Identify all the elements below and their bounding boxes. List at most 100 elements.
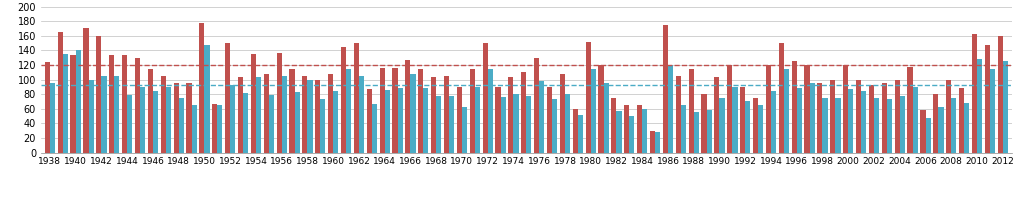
- Bar: [624, 105, 630, 153]
- Bar: [572, 109, 577, 153]
- Bar: [174, 83, 179, 153]
- Bar: [848, 89, 853, 153]
- Bar: [250, 54, 256, 153]
- Bar: [354, 43, 359, 153]
- Bar: [333, 90, 338, 153]
- Bar: [972, 34, 977, 153]
- Bar: [127, 95, 132, 153]
- Bar: [230, 85, 235, 153]
- Bar: [547, 87, 552, 153]
- Bar: [642, 109, 647, 153]
- Bar: [792, 61, 797, 153]
- Bar: [84, 28, 89, 153]
- Bar: [728, 65, 733, 153]
- Bar: [535, 58, 540, 153]
- Bar: [303, 76, 308, 153]
- Bar: [650, 131, 655, 153]
- Bar: [372, 104, 377, 153]
- Bar: [89, 80, 94, 153]
- Bar: [308, 80, 313, 153]
- Bar: [706, 110, 711, 153]
- Bar: [282, 76, 287, 153]
- Bar: [701, 94, 706, 153]
- Bar: [406, 60, 411, 153]
- Bar: [714, 77, 719, 153]
- Bar: [926, 118, 931, 153]
- Bar: [346, 69, 352, 153]
- Bar: [109, 55, 114, 153]
- Bar: [186, 83, 191, 153]
- Bar: [740, 87, 745, 153]
- Bar: [565, 94, 570, 153]
- Bar: [758, 105, 763, 153]
- Bar: [668, 65, 673, 153]
- Bar: [964, 103, 969, 153]
- Bar: [62, 54, 67, 153]
- Bar: [359, 76, 364, 153]
- Bar: [882, 83, 887, 153]
- Bar: [256, 77, 261, 153]
- Bar: [637, 105, 642, 153]
- Bar: [436, 96, 442, 153]
- Bar: [392, 68, 398, 153]
- Bar: [591, 69, 596, 153]
- Bar: [611, 98, 616, 153]
- Bar: [431, 77, 436, 153]
- Bar: [521, 72, 526, 153]
- Bar: [71, 55, 76, 153]
- Bar: [599, 65, 604, 153]
- Bar: [765, 65, 771, 153]
- Bar: [887, 99, 892, 153]
- Bar: [76, 50, 81, 153]
- Bar: [315, 80, 320, 153]
- Bar: [96, 36, 101, 153]
- Bar: [444, 76, 449, 153]
- Bar: [655, 132, 660, 153]
- Bar: [199, 23, 204, 153]
- Bar: [482, 43, 487, 153]
- Bar: [874, 98, 879, 153]
- Bar: [830, 80, 835, 153]
- Bar: [913, 87, 918, 153]
- Bar: [616, 111, 621, 153]
- Bar: [379, 68, 384, 153]
- Bar: [140, 87, 145, 153]
- Bar: [577, 115, 583, 153]
- Bar: [899, 96, 904, 153]
- Bar: [513, 94, 518, 153]
- Bar: [946, 80, 951, 153]
- Bar: [320, 99, 325, 153]
- Bar: [166, 87, 171, 153]
- Bar: [1003, 61, 1008, 153]
- Bar: [264, 75, 269, 153]
- Bar: [384, 90, 389, 153]
- Bar: [50, 83, 55, 153]
- Bar: [487, 69, 493, 153]
- Bar: [586, 42, 591, 153]
- Bar: [449, 96, 454, 153]
- Bar: [135, 58, 140, 153]
- Bar: [784, 69, 789, 153]
- Bar: [604, 83, 609, 153]
- Bar: [45, 62, 50, 153]
- Bar: [367, 89, 372, 153]
- Bar: [856, 80, 862, 153]
- Bar: [823, 98, 828, 153]
- Bar: [977, 59, 982, 153]
- Bar: [843, 65, 848, 153]
- Bar: [694, 112, 699, 153]
- Bar: [341, 47, 346, 153]
- Bar: [921, 110, 926, 153]
- Bar: [496, 87, 501, 153]
- Bar: [148, 69, 153, 153]
- Bar: [997, 36, 1003, 153]
- Bar: [959, 88, 964, 153]
- Bar: [218, 105, 223, 153]
- Bar: [470, 69, 475, 153]
- Bar: [933, 94, 938, 153]
- Bar: [475, 87, 480, 153]
- Bar: [398, 88, 403, 153]
- Bar: [663, 25, 668, 153]
- Bar: [462, 107, 467, 153]
- Bar: [990, 69, 995, 153]
